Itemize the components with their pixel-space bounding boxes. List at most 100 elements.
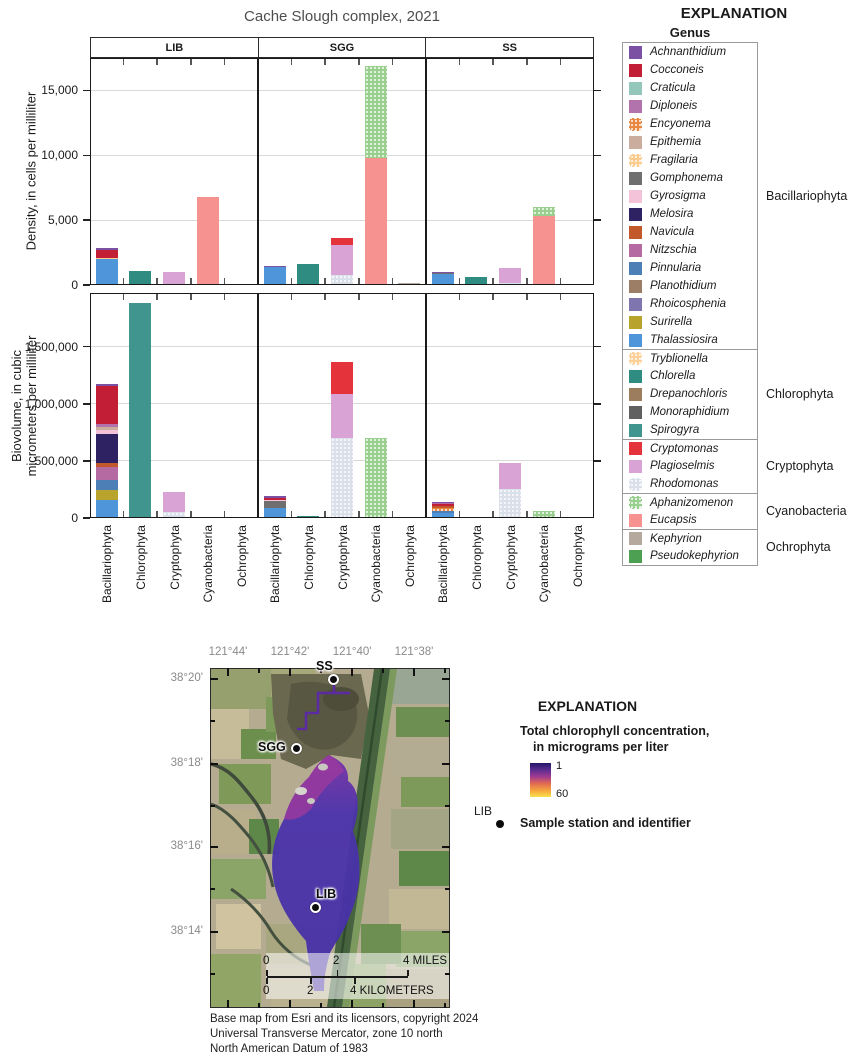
category-tick xyxy=(223,293,226,300)
bar-segment xyxy=(364,65,387,158)
x-category-label: Cryptophyta xyxy=(503,525,518,590)
category-tick xyxy=(458,511,461,518)
category-tick xyxy=(122,293,125,300)
gridline xyxy=(90,89,594,91)
legend-genus-name: Craticula xyxy=(650,82,696,94)
legend-genus-name: Fragilaria xyxy=(650,154,698,166)
lon-label: 121°42' xyxy=(270,646,310,658)
lat-label: 38°14' xyxy=(170,924,203,937)
map-minor-tick xyxy=(444,1002,446,1008)
station-dot-sgg xyxy=(290,742,302,754)
bar-segment xyxy=(95,248,118,251)
legend-genus-name: Gyrosigma xyxy=(650,190,706,202)
legend-genus-name: Thalassiosira xyxy=(650,334,718,346)
legend-swatch xyxy=(629,279,642,293)
legend-item: Chlorella xyxy=(623,367,757,385)
scale-label: 0 xyxy=(263,955,270,967)
legend-swatch xyxy=(629,225,642,239)
legend-genus-name: Pinnularia xyxy=(650,262,702,274)
y-tick-mark xyxy=(83,345,90,348)
scale-label: 4 MILES xyxy=(403,955,448,967)
lat-label: 38°16' xyxy=(170,840,203,853)
x-category-label: Cyanobacteria xyxy=(537,525,552,603)
map-legend-title: EXPLANATION xyxy=(537,698,638,714)
bar-segment xyxy=(263,499,286,502)
bar-segment xyxy=(431,508,454,512)
legend-genus-name: Kephyrion xyxy=(650,532,702,545)
legend-group-bacillariophyta: Bacillariophyta xyxy=(766,189,848,203)
legend-item: Thalassiosira xyxy=(623,331,757,349)
lon-label: 121°40' xyxy=(332,646,372,658)
lon-label: 121°44' xyxy=(208,646,248,658)
scale-km-tick xyxy=(354,977,356,984)
category-tick xyxy=(492,278,494,285)
map-tick xyxy=(351,668,353,676)
legend-genus-name: Rhodomonas xyxy=(650,478,719,490)
map-tick xyxy=(289,668,291,676)
x-category-label: Cyanobacteria xyxy=(369,525,384,603)
station-symbol-text: Sample station and identifier xyxy=(520,816,691,830)
scale-km-tick xyxy=(310,977,312,984)
satellite-map-art xyxy=(211,669,449,1007)
bar-segment xyxy=(398,517,421,518)
category-tick xyxy=(156,293,158,300)
legend-group-cryptophyta: Cryptophyta xyxy=(766,459,834,473)
legend-item: Pinnularia xyxy=(623,259,757,277)
legend-item: Achnanthidium xyxy=(623,43,757,61)
map-minor-tick xyxy=(210,805,215,807)
map-minor-tick xyxy=(320,668,322,673)
y-tick-mark xyxy=(83,517,90,519)
biovolume-plot xyxy=(90,293,594,518)
category-tick xyxy=(492,58,494,65)
legend-genus-name: Rhoicosphenia xyxy=(650,298,727,310)
station-dot-lib xyxy=(309,901,321,913)
x-category-label: Ochrophyta xyxy=(402,525,417,588)
category-tick xyxy=(223,511,226,518)
genus-legend-box: Achnanthidium Cocconeis Craticula Diploneis… xyxy=(622,42,758,566)
map-tick xyxy=(441,931,450,933)
legend-item: Kephyrion xyxy=(623,529,757,547)
legend-item: Drepanochloris xyxy=(623,385,757,403)
x-category-label: Ochrophyta xyxy=(570,525,585,588)
category-tick xyxy=(458,58,461,65)
bar-segment xyxy=(431,273,454,274)
map-tick xyxy=(210,763,218,765)
category-tick xyxy=(358,278,360,285)
scale-miles-tick xyxy=(407,970,409,976)
category-tick xyxy=(526,293,528,300)
facet-header-ss: SS xyxy=(425,38,593,57)
y-tick-mark xyxy=(594,154,601,157)
legend-swatch xyxy=(629,153,642,167)
y-tick-label: 1,500,000 xyxy=(24,339,78,354)
legend-swatch xyxy=(629,352,642,365)
y-tick-label: 500,000 xyxy=(34,453,78,468)
legend-genus-name: Drepanochloris xyxy=(650,388,728,400)
facet-header-lib: LIB xyxy=(165,41,184,54)
category-tick xyxy=(190,278,192,285)
x-category-label: Cryptophyta xyxy=(167,525,182,590)
x-category-label: Cyanobacteria xyxy=(201,525,216,603)
category-tick xyxy=(492,293,494,300)
chart-title: Cache Slough complex, 2021 xyxy=(244,8,440,25)
x-category-label: Ochrophyta xyxy=(234,525,249,588)
scale-km-tick xyxy=(266,977,268,984)
map-tick xyxy=(210,678,218,680)
bar-segment xyxy=(263,265,286,267)
x-category-label: Bacillariophyta xyxy=(268,525,283,604)
bar-segment xyxy=(566,284,589,285)
map-tick xyxy=(289,999,291,1008)
scale-bar-line xyxy=(267,976,408,978)
category-tick xyxy=(324,58,326,65)
panel-separator xyxy=(257,293,259,518)
legend-genus-name: Nitzschia xyxy=(650,244,697,256)
map-attribution: Base map from Esri and its licensors, co… xyxy=(210,1012,478,1057)
bar-segment xyxy=(431,503,454,506)
category-tick xyxy=(559,511,562,518)
bar-segment xyxy=(465,277,488,285)
bar-segment xyxy=(95,423,118,428)
map-tick xyxy=(227,999,229,1008)
bar-segment xyxy=(398,283,421,285)
legend-swatch xyxy=(629,405,642,419)
bar-segment xyxy=(95,466,118,480)
